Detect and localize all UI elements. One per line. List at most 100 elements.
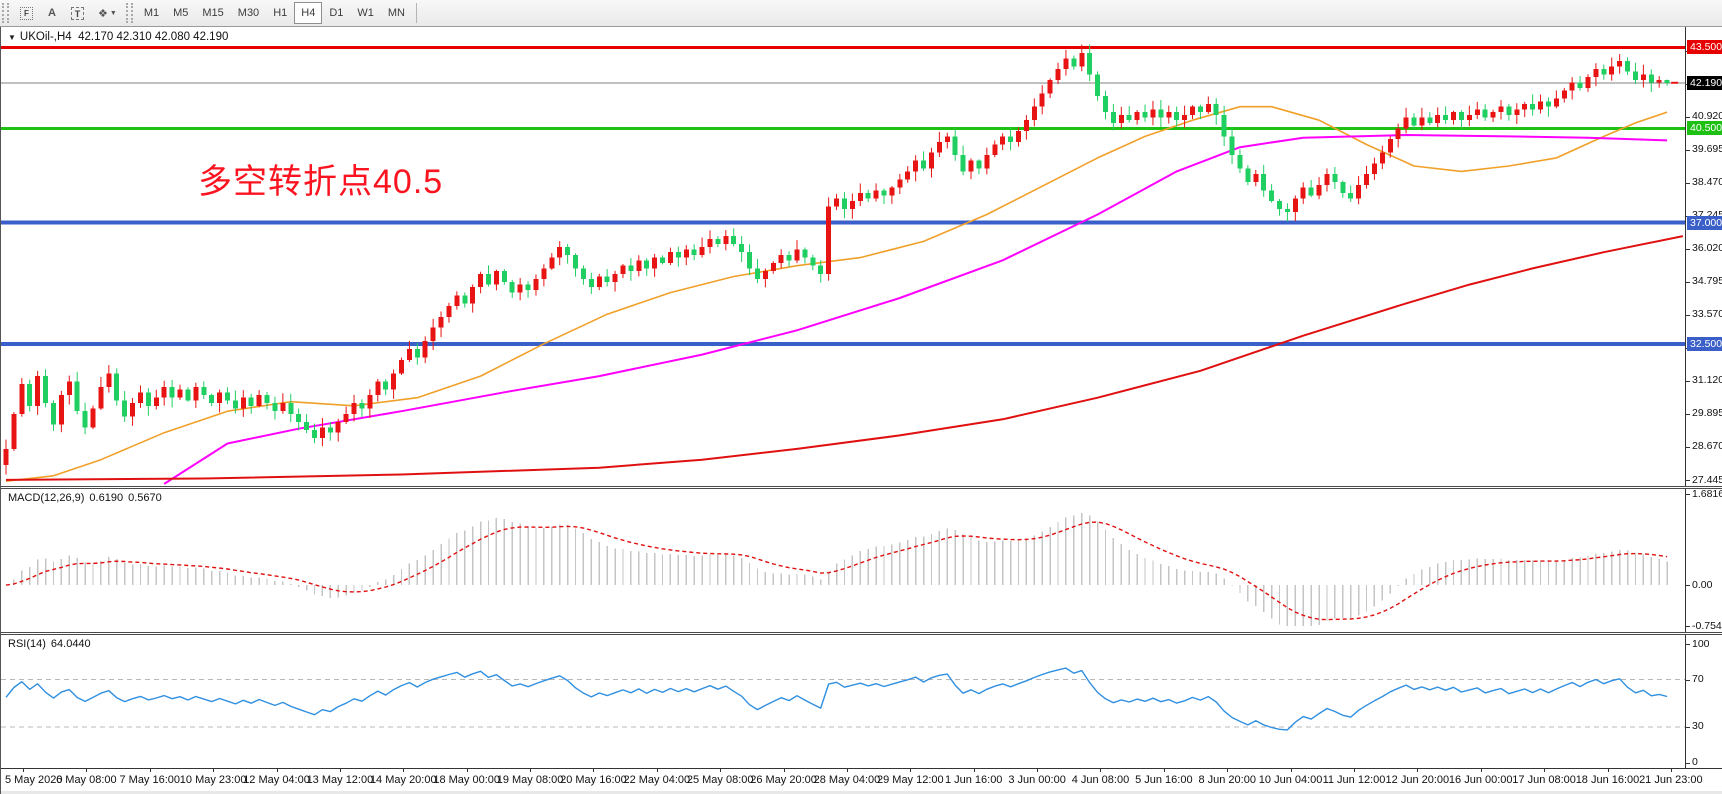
timeframe-button-D1[interactable]: D1 bbox=[322, 2, 350, 24]
symbol-collapse-icon[interactable]: ▼ bbox=[8, 33, 16, 42]
time-tick bbox=[1544, 768, 1546, 772]
time-label: 5 May 2020 bbox=[5, 774, 63, 786]
timeframe-bar: M1 M5 M15 M30 H1 H4 D1 W1 MN bbox=[137, 2, 412, 24]
time-label: 22 May 04:00 bbox=[623, 774, 691, 786]
time-tick bbox=[86, 768, 88, 772]
toolbar: F A T ❖ ▼ M1 M5 M15 M30 H1 H4 D1 W1 MN bbox=[0, 0, 1722, 27]
timeframe-button-M15[interactable]: M15 bbox=[195, 2, 230, 24]
rsi-label: RSI(14) 64.0440 bbox=[8, 638, 91, 650]
time-tick bbox=[973, 768, 975, 772]
price-tick: 31.120 bbox=[1692, 374, 1722, 387]
rsi-tick: 70 bbox=[1692, 673, 1704, 686]
time-tick bbox=[846, 768, 848, 772]
toolbar-separator bbox=[415, 3, 417, 23]
time-tick bbox=[1353, 768, 1355, 772]
timeframe-button-H4[interactable]: H4 bbox=[294, 2, 323, 24]
macd-tick-dash bbox=[1686, 626, 1690, 628]
time-label: 10 May 23:00 bbox=[179, 774, 247, 786]
price-tick-dash bbox=[1686, 281, 1690, 283]
macd-tick: 0.00 bbox=[1692, 578, 1713, 591]
time-tick bbox=[276, 768, 278, 772]
chart-title-bar[interactable]: ▼ UKOil-,H4 42.170 42.310 42.080 42.190 bbox=[8, 31, 228, 43]
timeframe-button-H1[interactable]: H1 bbox=[266, 2, 294, 24]
time-label: 20 May 16:00 bbox=[560, 774, 627, 786]
price-tick-dash bbox=[1686, 248, 1690, 250]
price-axis[interactable]: 27.44528.67029.89531.12032.34533.57034.7… bbox=[1685, 27, 1722, 486]
rsi-tick: 30 bbox=[1692, 720, 1704, 733]
annotation-text: 多空转折点40.5 bbox=[198, 163, 444, 201]
macd-value: 0.6190 bbox=[89, 492, 124, 504]
time-label: 18 May 00:00 bbox=[433, 774, 500, 786]
time-label: 8 Jun 20:00 bbox=[1198, 774, 1256, 786]
time-tick bbox=[1227, 768, 1229, 772]
macd-signal-value: 0.5670 bbox=[128, 492, 162, 504]
panel-resize-handle[interactable] bbox=[1, 632, 1722, 635]
main-chart-panel: ▼ UKOil-,H4 42.170 42.310 42.080 42.190 多… bbox=[1, 27, 1722, 486]
rsi-tick-dash bbox=[1686, 762, 1690, 764]
time-tick bbox=[656, 768, 658, 772]
time-label: 28 May 04:00 bbox=[813, 774, 881, 786]
price-tick-dash bbox=[1686, 149, 1690, 151]
text-box-icon[interactable]: T bbox=[64, 2, 91, 24]
time-tick bbox=[1163, 768, 1165, 772]
time-label: 3 Jun 00:00 bbox=[1008, 774, 1066, 786]
time-tick bbox=[1480, 768, 1482, 772]
time-tick bbox=[403, 768, 405, 772]
rsi-tick-dash bbox=[1686, 679, 1690, 681]
time-label: 21 Jun 23:00 bbox=[1639, 774, 1703, 786]
macd-plot[interactable] bbox=[1, 489, 1685, 632]
price-tick-dash bbox=[1686, 380, 1690, 382]
timeframe-button-M1[interactable]: M1 bbox=[137, 2, 166, 24]
panel-resize-handle[interactable] bbox=[1, 486, 1722, 489]
toolbar-drag-handle[interactable] bbox=[2, 3, 9, 23]
price-tick: 29.895 bbox=[1692, 407, 1722, 420]
macd-panel: MACD(12,26,9) 0.6190 0.5670 1.6816 0.00 -0.7… bbox=[1, 489, 1722, 632]
dropdown-caret-icon[interactable]: ▼ bbox=[109, 9, 117, 17]
timeframe-button-M30[interactable]: M30 bbox=[231, 2, 266, 24]
price-tick-dash bbox=[1686, 446, 1690, 448]
time-label: 19 May 08:00 bbox=[496, 774, 564, 786]
time-tick bbox=[1290, 768, 1292, 772]
time-label: 29 May 12:00 bbox=[876, 774, 944, 786]
main-plot[interactable] bbox=[1, 27, 1685, 486]
timeframe-button-M5[interactable]: M5 bbox=[166, 2, 195, 24]
template-grid-icon[interactable]: F bbox=[13, 2, 40, 24]
price-badge-32.500: 32.500 bbox=[1687, 336, 1722, 351]
price-tick: 39.695 bbox=[1692, 143, 1722, 156]
price-tick-dash bbox=[1686, 314, 1690, 316]
chart-window: ▼ UKOil-,H4 42.170 42.310 42.080 42.190 多… bbox=[0, 27, 1722, 794]
time-label: 17 Jun 08:00 bbox=[1512, 774, 1576, 786]
time-tick bbox=[149, 768, 151, 772]
timeframe-button-MN[interactable]: MN bbox=[381, 2, 412, 24]
time-axis[interactable]: 5 May 2020 6 May 08:00 7 May 16:00 10 May 2… bbox=[1, 768, 1722, 794]
time-tick bbox=[1670, 768, 1672, 772]
macd-tick-dash bbox=[1686, 494, 1690, 495]
time-tick bbox=[23, 768, 24, 772]
time-label: 4 Jun 08:00 bbox=[1071, 774, 1130, 786]
price-tick: 40.920 bbox=[1692, 110, 1722, 123]
toolbar-drag-handle[interactable] bbox=[125, 3, 133, 23]
macd-label: MACD(12,26,9) 0.6190 0.5670 bbox=[8, 492, 162, 504]
macd-tick-dash bbox=[1686, 585, 1690, 587]
text-label-icon[interactable]: A bbox=[40, 2, 64, 24]
time-label: 1 Jun 16:00 bbox=[944, 774, 1003, 786]
price-badge-40.500: 40.500 bbox=[1687, 121, 1722, 136]
rsi-tick-dash bbox=[1686, 726, 1690, 728]
rsi-tick: 100 bbox=[1692, 637, 1710, 650]
time-tick bbox=[213, 768, 215, 772]
time-label: 7 May 16:00 bbox=[119, 774, 181, 786]
time-label: 14 May 20:00 bbox=[369, 774, 437, 786]
rsi-tick: 0 bbox=[1692, 756, 1698, 768]
price-tick-dash bbox=[1686, 413, 1690, 415]
symbol-title: UKOil-,H4 bbox=[19, 31, 72, 43]
boxed-t-icon: T bbox=[71, 6, 84, 20]
time-tick bbox=[466, 768, 468, 772]
macd-axis[interactable]: 1.6816 0.00 -0.7544 bbox=[1685, 489, 1722, 632]
price-tick: 33.570 bbox=[1692, 308, 1722, 321]
cursor-tool-icon[interactable]: ❖ ▼ bbox=[91, 2, 124, 24]
price-tick-dash bbox=[1686, 480, 1690, 481]
rsi-axis[interactable]: 100 70 30 0 bbox=[1685, 635, 1722, 768]
timeframe-button-W1[interactable]: W1 bbox=[350, 2, 381, 24]
rsi-plot[interactable] bbox=[1, 635, 1685, 768]
time-label: 16 Jun 00:00 bbox=[1448, 774, 1513, 786]
